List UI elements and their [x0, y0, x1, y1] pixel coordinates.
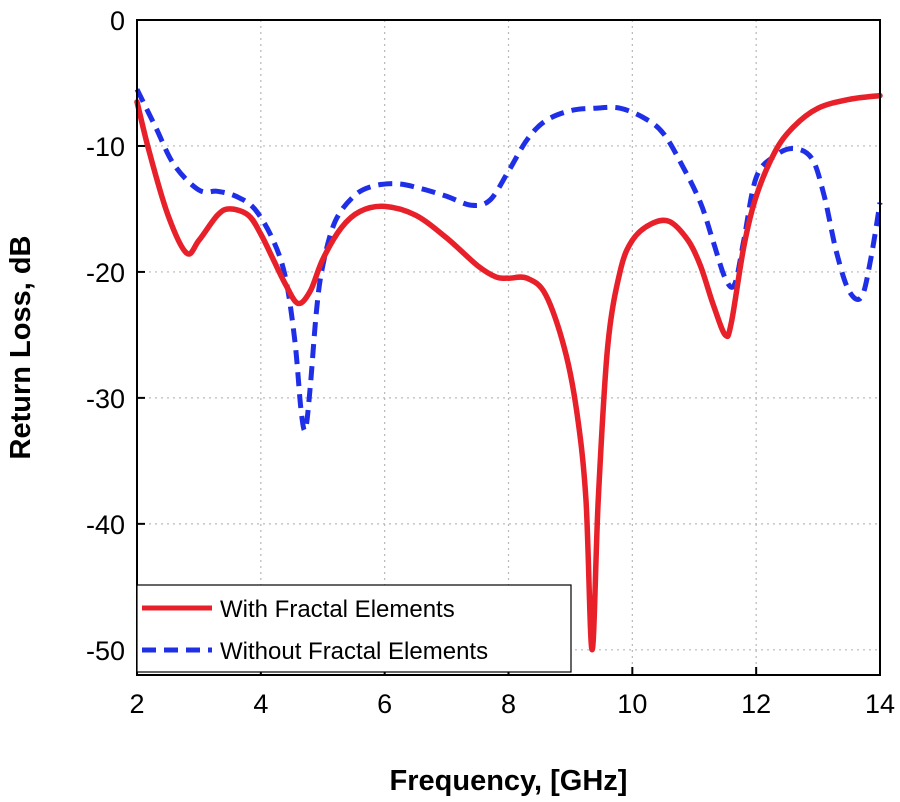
without-fractal-elements-line — [134, 88, 883, 433]
x-tick-label: 10 — [617, 689, 647, 719]
x-tick-label: 4 — [253, 689, 268, 719]
plot-frame — [136, 19, 881, 676]
legend: With Fractal Elements Without Fractal El… — [136, 584, 572, 673]
with-fractal-elements-line — [134, 92, 883, 653]
series-layer — [134, 88, 883, 653]
x-axis-title: Frequency, [GHz] — [390, 765, 628, 797]
x-tick-label: 2 — [129, 689, 144, 719]
x-tick-label: 12 — [741, 689, 771, 719]
x-tick-label: 14 — [865, 689, 895, 719]
grid-layer — [137, 19, 880, 675]
y-tick-label: -50 — [86, 636, 125, 666]
x-tick-label: 8 — [501, 689, 516, 719]
y-tick-label: -40 — [86, 510, 125, 540]
legend-box — [136, 584, 572, 673]
y-tick-label: -30 — [86, 384, 125, 414]
y-tick-label: -20 — [86, 258, 125, 288]
y-axis-title: Return Loss, dB — [5, 236, 37, 460]
y-tick-label: -10 — [86, 132, 125, 162]
legend-label-without-fractal: Without Fractal Elements — [220, 638, 488, 665]
x-tick-label: 6 — [377, 689, 392, 719]
tick-layer: 2 4 6 8 10 12 14 0 -10 -20 -30 -40 -50 — [86, 6, 895, 719]
y-tick-label: 0 — [110, 6, 125, 36]
legend-label-with-fractal: With Fractal Elements — [220, 596, 455, 623]
